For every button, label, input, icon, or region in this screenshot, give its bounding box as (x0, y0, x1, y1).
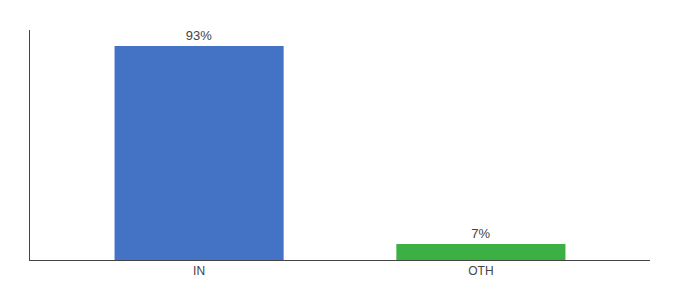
svg-text:IN: IN (193, 264, 205, 278)
svg-text:93%: 93% (186, 28, 212, 43)
svg-text:OTH: OTH (468, 264, 493, 278)
svg-text:7%: 7% (471, 226, 490, 241)
